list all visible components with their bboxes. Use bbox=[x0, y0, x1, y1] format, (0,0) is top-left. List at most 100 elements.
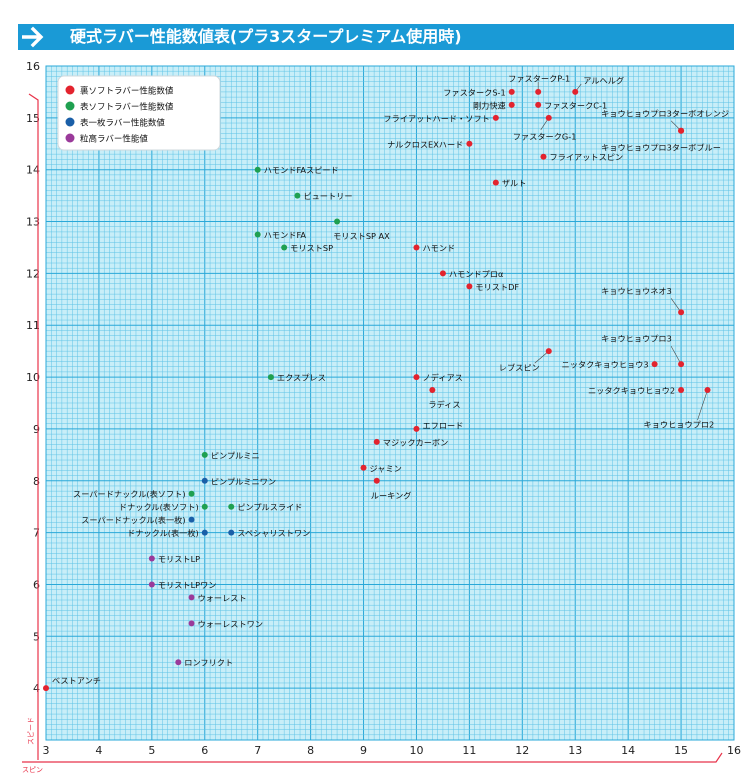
data-point bbox=[413, 244, 420, 251]
data-label: スペシャリストワン bbox=[237, 528, 310, 538]
data-point bbox=[188, 490, 195, 497]
data-label: モリストLPワン bbox=[158, 580, 217, 590]
legend-box bbox=[57, 75, 221, 151]
data-label: フライアットハード・ソフト bbox=[383, 113, 489, 123]
data-point bbox=[535, 101, 542, 108]
data-label: スーパードナックル(表ソフト) bbox=[73, 489, 186, 499]
data-point bbox=[188, 516, 195, 523]
data-label: キョウヒョウプロ3ターボブルー bbox=[601, 142, 721, 152]
x-tick-label: 13 bbox=[568, 744, 582, 757]
data-point bbox=[678, 387, 685, 394]
data-label: ファスタークC-1 bbox=[544, 100, 607, 110]
y-tick-label: 7 bbox=[33, 527, 40, 540]
data-label: ピンプルスライド bbox=[237, 502, 302, 512]
data-label: キョウヒョウプロ2 bbox=[644, 420, 715, 430]
data-label: キョウヒョウプロ3ターボオレンジ bbox=[601, 108, 729, 118]
y-tick-label: 10 bbox=[26, 371, 40, 384]
data-point bbox=[281, 244, 288, 251]
data-point bbox=[373, 438, 380, 445]
data-label: ハモンドFA bbox=[264, 230, 307, 240]
y-tick-label: 16 bbox=[26, 60, 40, 73]
data-label: ノディアス bbox=[422, 373, 462, 383]
data-point bbox=[294, 192, 301, 199]
data-point bbox=[678, 127, 685, 134]
data-label: エクスプレス bbox=[277, 373, 326, 383]
data-point bbox=[201, 529, 208, 536]
data-label: モリストSP AX bbox=[333, 231, 390, 241]
x-tick-label: 5 bbox=[148, 744, 155, 757]
data-point bbox=[201, 477, 208, 484]
x-tick-label: 15 bbox=[674, 744, 688, 757]
data-point bbox=[188, 620, 195, 627]
data-point bbox=[413, 374, 420, 381]
data-label: ニッタクキョウヒョウ2 bbox=[588, 386, 675, 396]
data-label: ナルクロスEXハード bbox=[387, 139, 463, 149]
data-point bbox=[188, 594, 195, 601]
x-tick-label: 7 bbox=[254, 744, 261, 757]
chart-title: 硬式ラバー性能数値表(プラ3スタープレミアム使用時) bbox=[70, 27, 462, 46]
data-point bbox=[148, 581, 155, 588]
data-label: ドナックル(表ソフト) bbox=[119, 502, 199, 512]
data-label: ロンフリクト bbox=[184, 658, 233, 668]
x-tick-label: 16 bbox=[727, 744, 741, 757]
data-point bbox=[678, 361, 685, 368]
data-point bbox=[466, 140, 473, 147]
y-tick-label: 8 bbox=[33, 475, 40, 488]
leader-line bbox=[670, 345, 682, 365]
data-label: ファスタークP-1 bbox=[508, 73, 570, 83]
data-point bbox=[545, 348, 552, 355]
data-point bbox=[267, 374, 274, 381]
data-point bbox=[678, 309, 685, 316]
data-label: ファスタークS-1 bbox=[443, 87, 506, 97]
data-point bbox=[439, 270, 446, 277]
data-label: ドナックル(表一枚) bbox=[127, 528, 199, 538]
data-point bbox=[201, 451, 208, 458]
y-tick-label: 6 bbox=[33, 578, 40, 591]
data-point bbox=[43, 685, 49, 692]
y-tick-label: 4 bbox=[33, 682, 40, 695]
data-label: キョウヒョウプロ3 bbox=[601, 334, 672, 344]
y-tick-label: 5 bbox=[33, 630, 40, 643]
data-label: フライアットスピン bbox=[549, 152, 623, 162]
data-point bbox=[201, 503, 208, 510]
x-axis-label: スピン bbox=[22, 766, 43, 774]
data-label: ウォーレストワン bbox=[198, 619, 264, 629]
leader-line bbox=[697, 389, 708, 421]
data-label: ラディス bbox=[428, 400, 460, 410]
data-point bbox=[228, 503, 235, 510]
data-point bbox=[651, 361, 658, 368]
data-point bbox=[508, 88, 515, 95]
data-label: ビュートリー bbox=[303, 191, 352, 201]
data-point bbox=[704, 387, 711, 394]
data-point bbox=[175, 659, 182, 666]
x-tick-label: 12 bbox=[515, 744, 529, 757]
data-point bbox=[148, 555, 155, 562]
data-label: キョウヒョウネオ3 bbox=[601, 286, 672, 296]
data-point bbox=[254, 166, 261, 173]
data-label: マジックカーボン bbox=[383, 437, 449, 447]
data-point bbox=[535, 88, 542, 95]
x-tick-label: 14 bbox=[621, 744, 635, 757]
data-label: ベストアンチ bbox=[52, 676, 101, 686]
legend-marker bbox=[65, 133, 75, 143]
data-label: 剛力快速 bbox=[473, 100, 506, 110]
data-point bbox=[228, 529, 235, 536]
x-tick-label: 10 bbox=[409, 744, 423, 757]
legend-marker bbox=[65, 117, 75, 127]
data-point bbox=[492, 114, 499, 121]
x-tick-label: 6 bbox=[201, 744, 208, 757]
data-label: アルヘルグ bbox=[583, 75, 624, 85]
data-label: モリストLP bbox=[158, 554, 200, 564]
data-point bbox=[572, 88, 579, 95]
y-axis-label: スピード bbox=[27, 717, 35, 745]
data-point bbox=[429, 387, 436, 394]
legend-label: 表ソフトラバー性能数値 bbox=[80, 102, 174, 113]
data-point bbox=[466, 283, 473, 290]
data-point bbox=[334, 218, 341, 225]
